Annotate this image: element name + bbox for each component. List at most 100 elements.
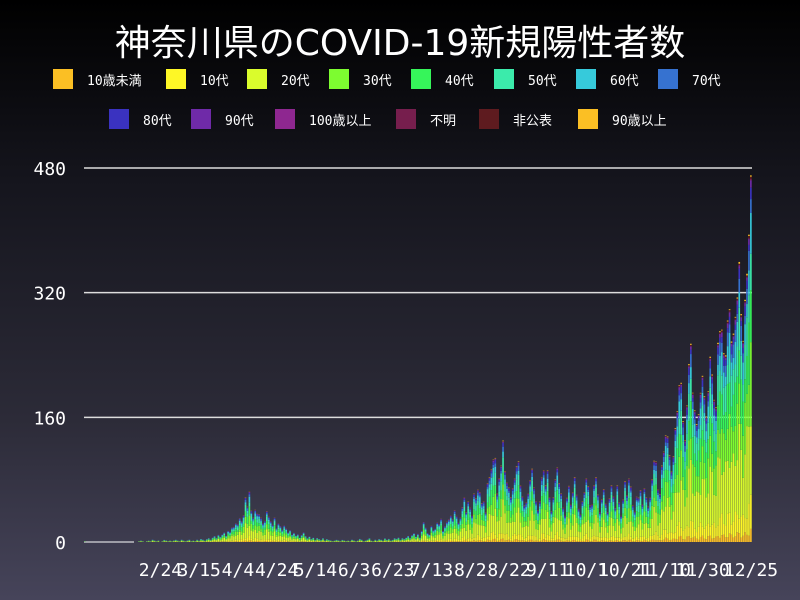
bar-segment <box>566 512 568 517</box>
bar-segment <box>486 539 489 542</box>
bar-segment <box>655 484 657 501</box>
bar-segment <box>494 538 497 542</box>
bar-segment <box>260 520 262 522</box>
bar-segment <box>502 538 504 542</box>
bar-segment <box>289 533 291 536</box>
bar-segment <box>256 540 258 542</box>
bar-segment <box>573 478 576 479</box>
bar-segment <box>672 462 675 465</box>
bar-segment <box>440 520 442 522</box>
bar-segment <box>233 534 235 537</box>
bar-segment <box>581 507 584 514</box>
bar-segment <box>738 350 741 384</box>
bar-segment <box>494 457 497 459</box>
bar-segment <box>748 244 750 251</box>
bar-segment <box>386 541 388 542</box>
bar-segment <box>213 537 216 539</box>
bar-segment <box>738 266 741 269</box>
bar-segment <box>451 540 454 542</box>
bar-segment <box>202 540 204 542</box>
bar-segment <box>575 495 578 497</box>
bar-segment <box>326 539 328 541</box>
bar-segment <box>664 456 667 470</box>
bar-segment <box>465 540 468 542</box>
bar-segment <box>691 493 694 522</box>
bar-segment <box>717 347 719 355</box>
bar-segment <box>724 525 727 538</box>
bar-segment <box>618 509 621 514</box>
bar-segment <box>657 490 659 492</box>
bar-segment <box>571 536 574 541</box>
bar-segment <box>647 507 650 508</box>
bar-segment <box>728 316 731 325</box>
bar-segment <box>207 539 210 541</box>
bar-segment <box>271 530 274 533</box>
bar-segment <box>552 540 555 542</box>
bar-segment <box>484 532 487 538</box>
bar-segment <box>562 541 564 542</box>
bar-segment <box>262 539 264 542</box>
bar-segment <box>550 512 553 514</box>
bar-segment <box>548 535 551 541</box>
bar-segment <box>424 540 427 542</box>
bar-segment <box>467 513 470 520</box>
bar-segment <box>233 529 235 532</box>
bar-segment <box>686 419 688 434</box>
bar-segment <box>411 541 413 542</box>
bar-segment <box>736 403 739 461</box>
bar-segment <box>666 470 669 483</box>
bar-segment <box>544 537 547 541</box>
bar-segment <box>254 518 257 526</box>
bar-segment <box>449 517 452 519</box>
bar-segment <box>258 540 260 542</box>
bar-segment <box>736 514 739 533</box>
bar-segment <box>653 539 655 542</box>
bar-segment <box>418 539 421 541</box>
bar-segment <box>461 508 464 509</box>
bar-segment <box>252 541 255 542</box>
bar-segment <box>519 501 522 513</box>
bar-segment <box>564 533 566 539</box>
bar-segment <box>583 523 586 536</box>
bar-segment <box>746 317 748 356</box>
bar-segment <box>713 494 715 523</box>
bar-segment <box>509 498 512 500</box>
bar-segment <box>478 540 481 542</box>
bar-segment <box>552 511 555 517</box>
bar-segment <box>672 511 675 534</box>
bar-segment <box>697 476 700 493</box>
bar-segment <box>730 344 733 347</box>
bar-segment <box>703 528 706 539</box>
bar-segment <box>728 324 731 333</box>
bar-segment <box>496 537 499 541</box>
bar-segment <box>610 486 613 489</box>
bar-segment <box>591 504 593 506</box>
bar-segment <box>262 532 264 536</box>
bar-segment <box>552 504 555 512</box>
bar-segment <box>250 538 253 541</box>
bar-segment <box>666 447 669 454</box>
bar-segment <box>258 515 260 517</box>
bar-segment <box>281 530 284 532</box>
bar-segment <box>688 368 690 376</box>
bar-segment <box>395 540 398 542</box>
bar-segment <box>287 533 289 534</box>
bar-segment <box>535 502 537 504</box>
bar-segment <box>585 533 588 540</box>
bar-segment <box>426 535 429 538</box>
bar-segment <box>515 468 518 472</box>
bar-segment <box>453 511 456 514</box>
bar-segment <box>597 508 599 518</box>
bar-segment <box>662 454 665 457</box>
bar-segment <box>246 523 249 528</box>
bar-segment <box>430 526 433 527</box>
bar-segment <box>748 503 750 536</box>
bar-segment <box>235 541 237 542</box>
bar-segment <box>713 468 715 495</box>
bar-segment <box>457 529 460 531</box>
bar-segment <box>664 481 667 507</box>
bar-segment <box>304 539 307 542</box>
bar-segment <box>546 534 549 541</box>
bar-segment <box>628 482 630 486</box>
bar-segment <box>422 523 425 525</box>
